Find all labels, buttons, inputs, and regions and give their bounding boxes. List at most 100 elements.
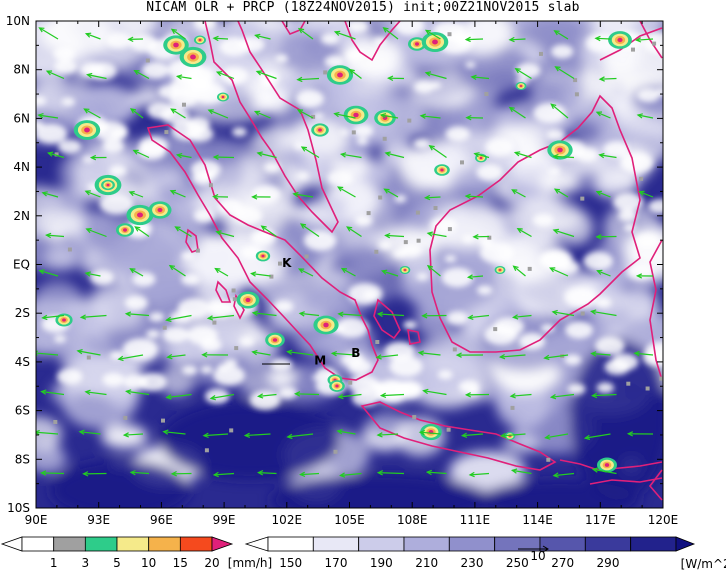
wind-arrow [127, 36, 144, 43]
olr-cloud [321, 33, 340, 45]
coastline-sumbawa [589, 477, 663, 485]
olr-cloud [376, 190, 439, 230]
precip-cb-tick: 10 [141, 556, 156, 570]
precip-speck [182, 102, 186, 107]
wind-arrow [132, 149, 150, 159]
wind-arrow [337, 311, 362, 317]
olr-cloud [303, 230, 337, 251]
olr-cb-segment [358, 536, 405, 552]
precip-cb-tick: 15 [173, 556, 188, 570]
olr-cloud [648, 199, 663, 214]
precip-cell-core [604, 463, 610, 467]
wind-arrow [333, 111, 356, 119]
olr-cloud [273, 300, 294, 313]
precip-cb-tick: 20 [204, 556, 219, 570]
olr-cloud [36, 210, 84, 240]
wind-arrow [85, 228, 107, 238]
wind-arrow [549, 267, 569, 277]
precip-speck [415, 210, 420, 215]
olr-cloud [138, 136, 169, 155]
wind-arrow [583, 433, 611, 441]
wind-arrow [598, 76, 617, 82]
wind-arrow [212, 471, 235, 478]
wind-arrow [333, 30, 356, 40]
precip-speck [631, 47, 635, 52]
precip-speck [652, 41, 657, 46]
wind-arrow [418, 429, 441, 436]
olr-cloud [543, 331, 595, 372]
olr-cloud [280, 216, 308, 239]
wind-arrow [508, 36, 526, 43]
wind-arrow [170, 108, 186, 119]
coastline-bangka [373, 298, 401, 340]
precip-speck [378, 195, 383, 200]
wind-arrow [41, 314, 65, 321]
olr-cloud [594, 336, 625, 356]
precip-speck [407, 118, 412, 123]
precip-speck [527, 266, 532, 271]
wind-arrow [129, 268, 144, 277]
olr-cloud [611, 353, 639, 371]
olr-cloud [200, 365, 213, 374]
precip-cb-tick: 5 [113, 556, 121, 570]
olr-cloud [251, 126, 297, 155]
precip-speck [164, 130, 169, 135]
wind-arrow [512, 265, 526, 277]
coastline-sulawesi-2 [648, 469, 663, 501]
wind-arrow [549, 393, 575, 400]
wind-arrow [38, 269, 59, 277]
precip-colorbar: 1 3 5 10 15 20 [mm/h] [0, 536, 272, 570]
wind-arrow [636, 113, 654, 119]
olr-cloud [549, 168, 560, 175]
wind-arrow [78, 429, 101, 435]
wind-arrow [212, 35, 229, 42]
coastline-sulawesi [649, 239, 663, 381]
olr-cloud [539, 173, 579, 194]
wind-arrow [384, 232, 405, 239]
point-labels: K B M [282, 256, 360, 367]
wind-arrow [117, 354, 144, 362]
precip-cell-core [617, 37, 623, 43]
olr-cloud [449, 451, 526, 492]
olr-cloud [44, 244, 78, 269]
wind-arrow [260, 225, 277, 237]
lon-tick-label: 120E [648, 513, 679, 527]
olr-cloud [200, 338, 222, 352]
precip-speck [234, 346, 239, 351]
olr-cloud [467, 388, 480, 396]
wind-arrow [297, 268, 314, 277]
wind-arrow [257, 393, 277, 399]
olr-cloud [479, 242, 514, 264]
wind-arrow [299, 223, 320, 237]
olr-cloud [444, 255, 457, 263]
coastline-borneo [429, 94, 641, 353]
wind-arrow [472, 234, 490, 240]
precip-speck [351, 130, 356, 135]
olr-cloud [538, 249, 573, 271]
olr-cloud [197, 235, 287, 287]
wind-arrow [41, 191, 59, 198]
olr-cloud [335, 317, 369, 338]
coastline-nias [185, 228, 199, 253]
olr-cloud [389, 356, 423, 377]
wind-arrow [590, 309, 617, 317]
olr-cloud [61, 97, 76, 107]
wind-arrow [337, 393, 362, 400]
precip-speck [546, 457, 551, 462]
wind-arrow [428, 145, 447, 158]
olr-cb-tick: 290 [597, 556, 620, 570]
precip-cell-core [173, 42, 179, 48]
wind-arrow [84, 190, 101, 198]
wind-arrow [124, 311, 150, 317]
precip-speck [229, 428, 234, 433]
wind-arrow [596, 269, 611, 277]
wind-arrow [175, 153, 192, 159]
wind-arrow [595, 234, 617, 240]
precip-speck [573, 78, 578, 83]
wind-arrow [255, 70, 277, 80]
lon-tick-label: 93E [87, 513, 110, 527]
wind-arrow [375, 354, 399, 360]
longitude-axis: 90E 93E 96E 99E 102E 105E 108E 111E 114E 117E 120E [25, 513, 679, 527]
olr-cb-tick: 250 [506, 556, 529, 570]
precip-speck [446, 427, 451, 432]
